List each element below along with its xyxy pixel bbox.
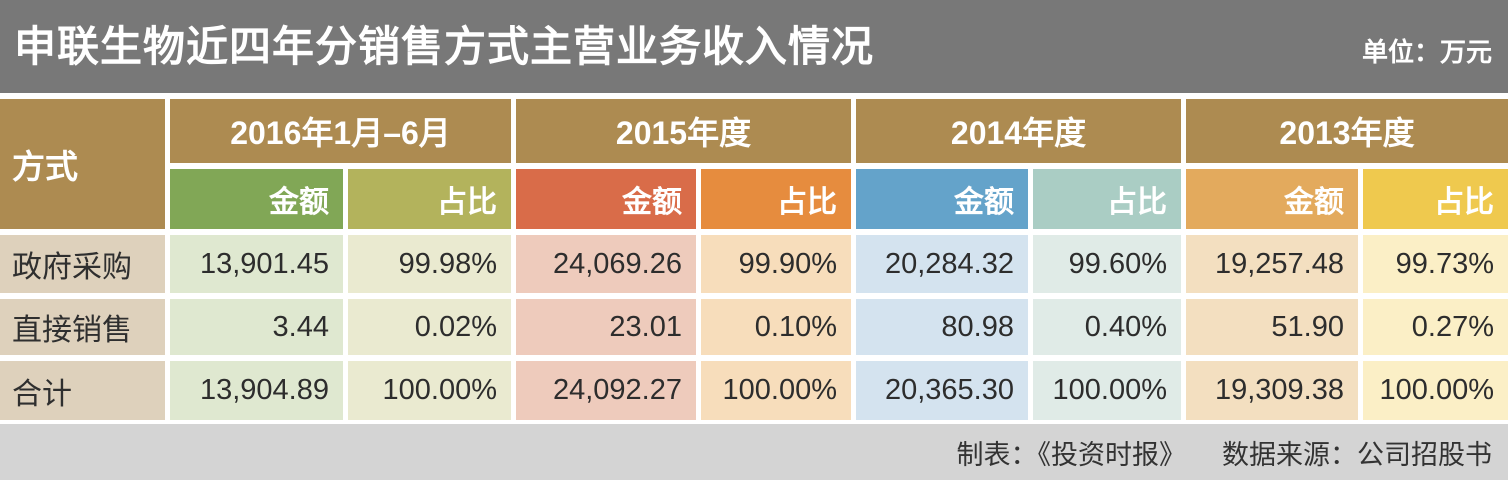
subheader-2014-share: 占比: [1033, 169, 1181, 229]
column-group-2015: 2015年度: [516, 99, 851, 163]
table-cell: 20,284.32: [856, 235, 1028, 293]
subheader-2014-amount: 金额: [856, 169, 1028, 229]
table-cell: 24,069.26: [516, 235, 696, 293]
page-title: 申联生物近四年分销售方式主营业务收入情况: [14, 23, 875, 70]
subheader-2016-share: 占比: [348, 169, 511, 229]
unit-label: 单位：万元: [1361, 37, 1492, 67]
table-cell: 99.90%: [701, 235, 851, 293]
subheader-2015-amount: 金额: [516, 169, 696, 229]
title-bar: 申联生物近四年分销售方式主营业务收入情况 单位：万元: [0, 0, 1508, 93]
table-cell: 99.98%: [348, 235, 511, 293]
table-cell: 0.02%: [348, 299, 511, 355]
table-cell: 0.40%: [1033, 299, 1181, 355]
column-header-method: 方式: [0, 99, 165, 229]
column-group-2016: 2016年1月–6月: [170, 99, 511, 163]
table-cell: 100.00%: [1033, 361, 1181, 420]
table-cell: 99.73%: [1363, 235, 1508, 293]
table-cell: 19,309.38: [1186, 361, 1358, 420]
column-group-2014: 2014年度: [856, 99, 1181, 163]
table-cell: 100.00%: [348, 361, 511, 420]
table-cell: 100.00%: [1363, 361, 1508, 420]
table-cell: 13,904.89: [170, 361, 343, 420]
table-cell: 0.10%: [701, 299, 851, 355]
table-cell: 13,901.45: [170, 235, 343, 293]
table-cell: 0.27%: [1363, 299, 1508, 355]
subheader-2013-share: 占比: [1363, 169, 1508, 229]
table-cell: 3.44: [170, 299, 343, 355]
table-cell: 19,257.48: [1186, 235, 1358, 293]
table-cell: 80.98: [856, 299, 1028, 355]
row-label-total: 合计: [0, 361, 165, 420]
table-cell: 99.60%: [1033, 235, 1181, 293]
table-cell: 20,365.30: [856, 361, 1028, 420]
subheader-2015-share: 占比: [701, 169, 851, 229]
table-cell: 51.90: [1186, 299, 1358, 355]
footer-bar: 制表：《投资时报》 数据来源：公司招股书: [0, 424, 1508, 480]
column-group-2013: 2013年度: [1186, 99, 1508, 163]
revenue-table: 方式 2016年1月–6月 2015年度 2014年度 2013年度 金额 占比…: [0, 99, 1508, 420]
row-label-government-procurement: 政府采购: [0, 235, 165, 293]
subheader-2013-amount: 金额: [1186, 169, 1358, 229]
subheader-2016-amount: 金额: [170, 169, 343, 229]
row-label-direct-sales: 直接销售: [0, 299, 165, 355]
credit-text: 制表：《投资时报》: [956, 439, 1187, 470]
table-cell: 100.00%: [701, 361, 851, 420]
table-cell: 24,092.27: [516, 361, 696, 420]
source-text: 数据来源：公司招股书: [1222, 439, 1492, 470]
table-cell: 23.01: [516, 299, 696, 355]
